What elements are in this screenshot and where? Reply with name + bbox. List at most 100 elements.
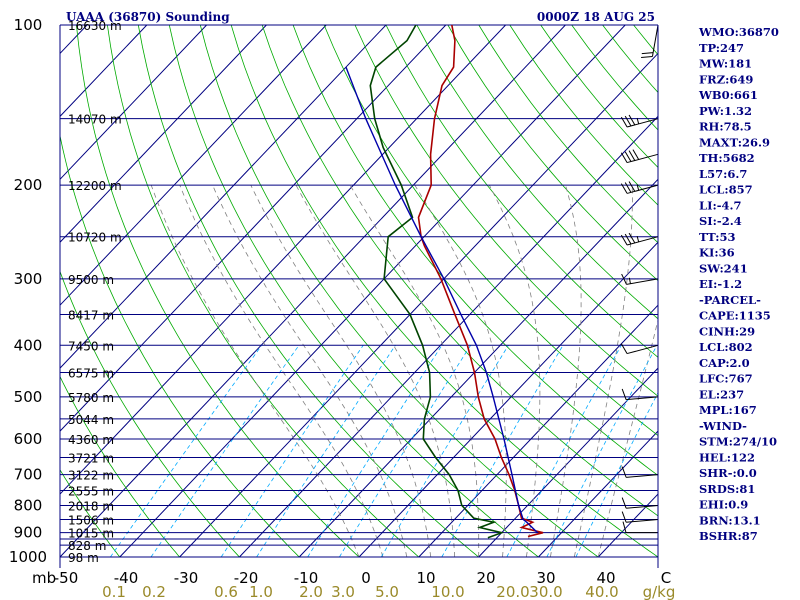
- wind-barb-flag: [624, 182, 632, 193]
- temperature-tick-label: -20: [234, 569, 259, 587]
- isobar-lines: [60, 24, 658, 558]
- index-value: CAP:2.0: [699, 356, 750, 370]
- wind-barb-half-flag: [628, 277, 631, 284]
- isotherm-line: [179, 52, 658, 558]
- pressure-axis-labels: 100 200 300 400 500 600 700 800 900 1000: [9, 16, 47, 566]
- wind-barb-half-flag: [636, 117, 640, 124]
- wind-barb-flag: [620, 116, 628, 128]
- index-value: CAPE:1135: [699, 309, 771, 323]
- height-label: 9500 m: [68, 273, 114, 287]
- height-label: 7450 m: [68, 339, 114, 353]
- wind-barb-half-flag: [636, 184, 640, 191]
- index-value: WMO:36870: [698, 25, 779, 39]
- mixing-ratio-label: 2.0: [299, 583, 323, 600]
- index-value: EHI:0.9: [699, 498, 748, 512]
- wind-barb-flag: [621, 388, 627, 400]
- pressure-label: 100: [14, 16, 43, 34]
- pressure-label: 1000: [9, 548, 47, 566]
- wind-barb-flag: [624, 115, 632, 127]
- wind-barb-flag: [621, 273, 627, 285]
- mixing-ratio-label: 1.0: [249, 583, 273, 600]
- temperature-tick-label: -50: [54, 569, 79, 587]
- wind-barb-staff: [626, 518, 659, 523]
- index-value: LFC:767: [699, 372, 753, 386]
- wind-barb: [622, 521, 658, 534]
- index-value: SW:241: [699, 261, 748, 275]
- parcel-trace: [345, 66, 539, 534]
- temperature-tick-label: 40: [596, 569, 615, 587]
- isotherm-line: [60, 25, 387, 369]
- sounding-traces: [345, 25, 544, 539]
- temperature-tick-label: -30: [174, 569, 199, 587]
- moist-adiabat-line: [150, 184, 360, 558]
- pressure-label: 900: [14, 524, 43, 542]
- isotherm-line: [60, 25, 207, 181]
- wind-barb-flag: [621, 511, 627, 523]
- wind-barb: [620, 343, 659, 355]
- wind-barb: [620, 114, 659, 128]
- index-value: MPL:167: [699, 403, 757, 417]
- index-value: TH:5682: [699, 151, 755, 165]
- pressure-label: 700: [14, 466, 43, 484]
- height-label: 3122 m: [68, 469, 114, 483]
- wind-barb: [621, 273, 659, 285]
- index-value: SRDS:81: [699, 482, 755, 496]
- wind-barb-staff: [626, 396, 659, 401]
- isotherm-line: [60, 25, 447, 432]
- height-label: 5044 m: [68, 413, 114, 427]
- mixing-ratio-label: 30.0: [529, 583, 562, 600]
- index-value: LCL:802: [699, 340, 753, 354]
- index-value: BRN:13.1: [699, 513, 761, 527]
- index-value: MAXT:26.9: [699, 135, 770, 149]
- index-value: L57:6.7: [699, 167, 747, 181]
- wind-barb-flag: [620, 234, 628, 246]
- index-value: WB0:661: [698, 88, 758, 102]
- mixing-ratio-label: 40.0: [585, 583, 618, 600]
- isotherm-line: [60, 25, 267, 243]
- isotherm-line: [418, 304, 658, 558]
- index-value: -WIND-: [699, 419, 747, 433]
- index-value: PW:1.32: [699, 104, 752, 118]
- wind-barb: [621, 511, 659, 523]
- temperature-trace: [417, 25, 544, 538]
- mixing-ratio-label: 5.0: [375, 583, 399, 600]
- mixing-ratio-labels: 0.1 0.2 0.6 1.0 2.0 3.0 5.0 10.0 20.0 30.0 40.0 g/k…: [102, 583, 675, 600]
- isotherm-line: [239, 115, 658, 558]
- height-label: 16630 m: [68, 19, 122, 33]
- wind-barb: [620, 232, 659, 246]
- wind-barb-flag: [628, 150, 636, 161]
- wind-barb-staff: [626, 236, 659, 246]
- index-value: LCL:857: [699, 183, 753, 197]
- temperature-tick-label: 0: [361, 569, 371, 587]
- pressure-label: 500: [14, 388, 43, 406]
- temperature-tick-label: -10: [294, 569, 319, 587]
- wind-barb: [621, 466, 659, 478]
- wind-barb-flag: [628, 232, 636, 244]
- height-label: 4360 m: [68, 433, 114, 447]
- isotherm-line: [60, 25, 566, 558]
- isotherm-line: [60, 25, 148, 118]
- wind-barb-flag: [641, 52, 654, 55]
- temperature-tick-label: 30: [536, 569, 555, 587]
- index-value: TT:53: [699, 230, 736, 244]
- wind-barb-flag: [622, 521, 627, 533]
- wind-barb-flag: [632, 149, 640, 160]
- isotherm-line: [60, 25, 506, 495]
- height-label: 1506 m: [68, 513, 114, 527]
- wind-barb-staff: [626, 118, 659, 128]
- isotherm-line: [478, 367, 658, 558]
- mixing-ratio-label: 3.0: [331, 583, 355, 600]
- index-value: HEL:122: [699, 450, 755, 464]
- temperature-tick-label: C: [661, 569, 671, 587]
- wind-barb-flag: [620, 183, 628, 194]
- moist-adiabat-line: [250, 184, 432, 558]
- height-label: 10720 m: [68, 231, 122, 245]
- index-value: EI:-1.2: [699, 277, 742, 291]
- height-label: 98 m: [68, 551, 99, 565]
- wind-barb-flag: [628, 181, 636, 192]
- wind-barb-flag: [628, 114, 636, 126]
- wind-barb-flag: [620, 343, 628, 354]
- wind-barb: [620, 181, 659, 194]
- index-value: CINH:29: [699, 324, 755, 338]
- isotherm-line: [119, 25, 626, 558]
